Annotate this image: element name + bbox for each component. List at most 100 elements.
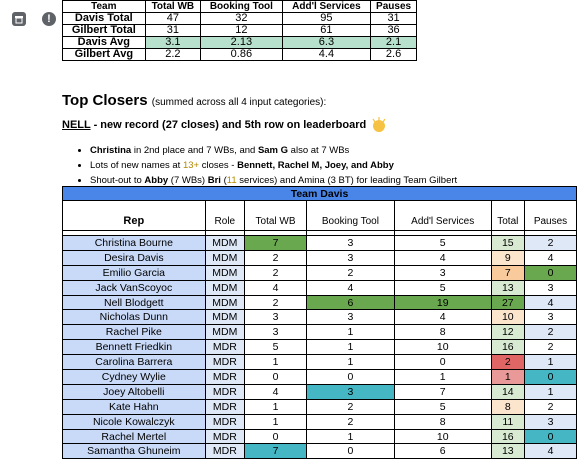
rep-name-cell: Nicole Kowalczyk bbox=[62, 413, 206, 430]
bullet-text: Shout-out to bbox=[90, 175, 145, 186]
bullet-text: closes - bbox=[199, 160, 238, 171]
summary-value-cell: 2.6 bbox=[370, 48, 417, 61]
stat-cell: 13 bbox=[490, 443, 526, 459]
rep-name-cell: Carolina Barrera bbox=[62, 354, 206, 371]
stat-cell: 0 bbox=[524, 428, 577, 445]
stat-cell: MDM bbox=[204, 294, 246, 311]
spacer-cell bbox=[204, 230, 246, 236]
stat-cell: 14 bbox=[490, 383, 526, 400]
rep-name-cell: Desira Davis bbox=[62, 249, 206, 266]
stat-cell: 12 bbox=[490, 324, 526, 341]
stat-cell: MDR bbox=[204, 383, 246, 400]
table-row: Carolina Barrera MDR 1 1 0 2 1 bbox=[62, 354, 577, 371]
stat-cell: 1 bbox=[490, 369, 526, 385]
table-row: Nell Blodgett MDM 2 6 19 27 4 bbox=[62, 294, 577, 311]
record-name: NELL bbox=[62, 119, 91, 131]
alert-icon[interactable]: ! bbox=[42, 12, 56, 26]
stat-cell: 3 bbox=[306, 235, 395, 251]
stat-cell: 3 bbox=[393, 264, 492, 281]
stat-cell: 1 bbox=[244, 398, 308, 415]
table-row: Kate Hahn MDR 1 2 5 8 2 bbox=[62, 398, 577, 415]
summary-value-cell: 2.13 bbox=[200, 36, 283, 49]
stat-cell: 4 bbox=[306, 279, 395, 296]
stat-cell: 0 bbox=[244, 369, 308, 385]
summary-row: Gilbert Avg 2.2 0.86 4.4 2.6 bbox=[62, 48, 417, 61]
record-text: - new record (27 closes) and 5th row on … bbox=[90, 119, 367, 131]
stat-cell: 5 bbox=[393, 235, 492, 251]
team-davis-header-cell: Rep bbox=[62, 200, 206, 231]
summary-value-cell: 31 bbox=[370, 12, 417, 25]
summary-header-cell: Add'l Services bbox=[281, 0, 372, 13]
stat-cell: 3 bbox=[244, 309, 308, 326]
rep-name-cell: Cydney Wylie bbox=[62, 369, 206, 385]
stat-cell: 11 bbox=[490, 413, 526, 430]
team-davis-header-cell: Booking Tool bbox=[306, 200, 395, 231]
summary-value-cell: 47 bbox=[144, 12, 202, 25]
stat-cell: 15 bbox=[490, 235, 526, 251]
rep-name-cell: Bennett Friedkin bbox=[62, 339, 206, 356]
stat-cell: 1 bbox=[306, 354, 395, 371]
bullet-text: (7 WBs) bbox=[168, 175, 208, 186]
stat-cell: 2 bbox=[524, 235, 577, 251]
team-davis-title: Team Davis bbox=[62, 186, 577, 201]
stat-cell: 1 bbox=[524, 354, 577, 371]
archive-icon[interactable] bbox=[12, 12, 26, 26]
stat-cell: MDM bbox=[204, 235, 246, 251]
summary-value-cell: 61 bbox=[281, 24, 372, 37]
table-row: Nicole Kowalczyk MDR 1 2 8 11 3 bbox=[62, 413, 577, 430]
bullet-text: Abby bbox=[144, 175, 169, 186]
stat-cell: 4 bbox=[524, 294, 577, 311]
summary-value-cell: 3.1 bbox=[144, 36, 202, 49]
stat-cell: 2 bbox=[524, 339, 577, 356]
summary-value-cell: 4.4 bbox=[281, 48, 372, 61]
stat-cell: 3 bbox=[244, 324, 308, 341]
stat-cell: 0 bbox=[524, 264, 577, 281]
clapping-hands-icon bbox=[372, 117, 386, 132]
stat-cell: MDM bbox=[204, 249, 246, 266]
stat-cell: 13 bbox=[490, 279, 526, 296]
stat-cell: 6 bbox=[306, 294, 395, 311]
team-davis-header-cell: Pauses bbox=[524, 200, 577, 231]
stat-cell: 2 bbox=[244, 249, 308, 266]
top-closers-title: Top Closers bbox=[62, 92, 148, 109]
stat-cell: 1 bbox=[306, 324, 395, 341]
record-line: NELL - new record (27 closes) and 5th ro… bbox=[62, 117, 542, 133]
table-row: Desira Davis MDM 2 3 4 9 4 bbox=[62, 249, 577, 266]
stat-cell: 2 bbox=[306, 398, 395, 415]
stat-cell: 1 bbox=[244, 354, 308, 371]
top-closers-subtitle: (summed across all 4 input categories): bbox=[151, 97, 327, 108]
summary-row: Gilbert Total 31 12 61 36 bbox=[62, 24, 417, 37]
summary-value-cell: 32 bbox=[200, 12, 283, 25]
table-row: Rachel Mertel MDR 0 1 10 16 0 bbox=[62, 428, 577, 445]
stat-cell: 0 bbox=[306, 369, 395, 385]
stat-cell: 3 bbox=[306, 249, 395, 266]
bullet-text: 11 bbox=[226, 175, 237, 186]
stat-cell: 0 bbox=[306, 443, 395, 459]
table-row: Samantha Ghuneim MDR 7 0 6 13 4 bbox=[62, 443, 577, 459]
stat-cell: MDM bbox=[204, 264, 246, 281]
summary-header-row: Team Total WB Booking Tool Add'l Services Pa… bbox=[62, 0, 417, 13]
stat-cell: 19 bbox=[393, 294, 492, 311]
summary-value-cell: 31 bbox=[144, 24, 202, 37]
stat-cell: 1 bbox=[393, 369, 492, 385]
summary-value-cell: 0.86 bbox=[200, 48, 283, 61]
team-davis-table: Team Davis Rep Role Total WB Booking Tool Add… bbox=[62, 186, 577, 459]
stat-cell: 10 bbox=[393, 339, 492, 356]
stat-cell: 7 bbox=[393, 383, 492, 400]
summary-value-cell: 2.1 bbox=[370, 36, 417, 49]
stat-cell: 8 bbox=[393, 324, 492, 341]
stat-cell: 5 bbox=[393, 279, 492, 296]
rep-name-cell: Jack VanScoyoc bbox=[62, 279, 206, 296]
stat-cell: MDR bbox=[204, 339, 246, 356]
stat-cell: 4 bbox=[393, 249, 492, 266]
stat-cell: 0 bbox=[244, 428, 308, 445]
stat-cell: 4 bbox=[244, 383, 308, 400]
stat-cell: MDM bbox=[204, 324, 246, 341]
closers-bullet-list: Christina in 2nd place and 7 WBs, and Sa… bbox=[90, 143, 542, 188]
stat-cell: 10 bbox=[490, 309, 526, 326]
stat-cell: 8 bbox=[393, 413, 492, 430]
stat-cell: 3 bbox=[306, 383, 395, 400]
rep-name-cell: Christina Bourne bbox=[62, 235, 206, 251]
stat-cell: 2 bbox=[490, 354, 526, 371]
stat-cell: 16 bbox=[490, 428, 526, 445]
